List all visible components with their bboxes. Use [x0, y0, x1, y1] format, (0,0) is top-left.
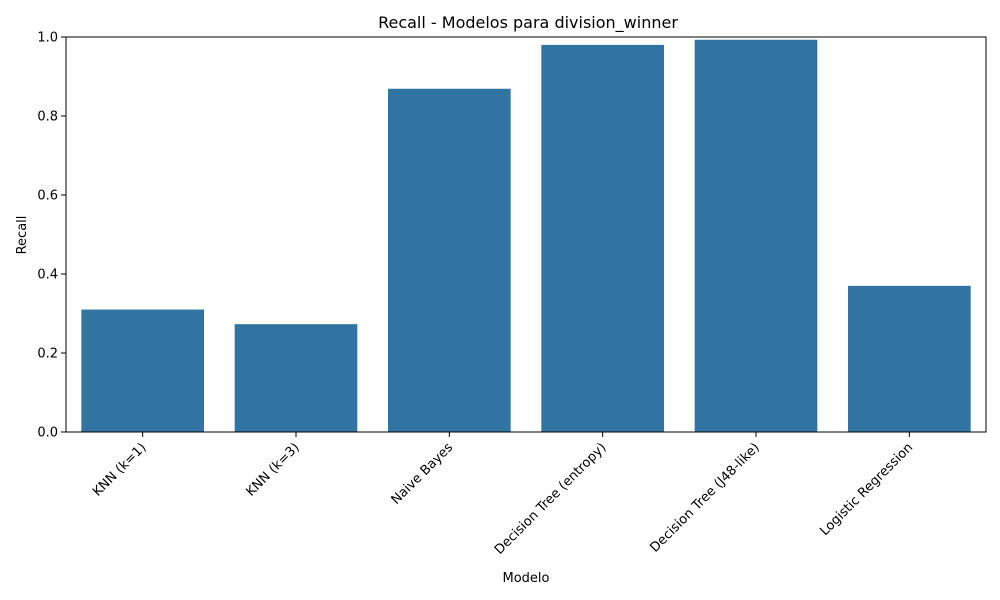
y-tick-label: 0.6: [37, 189, 58, 204]
y-tick-label: 0.4: [37, 268, 58, 283]
chart-title: Recall - Modelos para division_winner: [378, 13, 678, 33]
bar: [848, 285, 971, 432]
bar: [81, 309, 204, 432]
x-tick-label: Decision Tree (J48-like): [647, 440, 762, 555]
y-tick-label: 0.2: [37, 347, 58, 362]
x-tick-label: Logistic Regression: [817, 440, 916, 539]
y-tick-label: 0.0: [37, 426, 58, 441]
y-tick-label: 0.8: [37, 110, 58, 125]
x-tick-label: KNN (k=3): [243, 440, 302, 499]
x-axis-label: Modelo: [503, 571, 550, 586]
axes-layer: 0.0 0.2 0.4 0.6 0.8 1.0 KNN (k=1) KNN (k=3) Naiv…: [37, 31, 987, 558]
plot-frame: [65, 36, 987, 433]
x-tick-label: Naive Bayes: [389, 440, 457, 508]
bar: [388, 88, 511, 432]
bar: [541, 44, 664, 433]
x-tick-label: Decision Tree (entropy): [492, 440, 609, 557]
bar: [234, 324, 358, 432]
y-tick-label: 1.0: [37, 31, 58, 46]
x-tick-label: KNN (k=1): [90, 440, 149, 499]
bars-layer: [81, 39, 971, 433]
y-axis-label: Recall: [15, 216, 30, 255]
bar: [694, 39, 818, 432]
